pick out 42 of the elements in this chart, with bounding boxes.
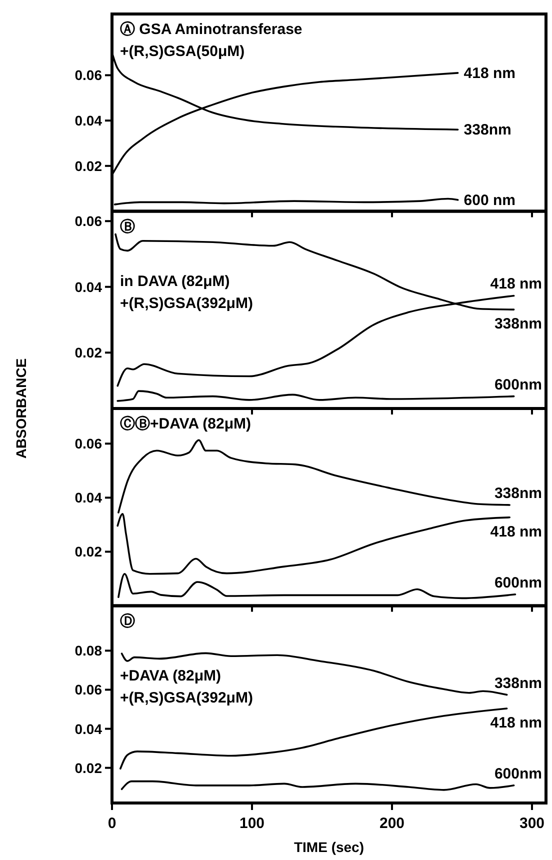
series-label: 418 nm bbox=[490, 523, 542, 540]
series-label: 338nm bbox=[464, 122, 512, 139]
annotation: Ⓓ bbox=[120, 612, 135, 630]
annotation: +DAVA (82μM) bbox=[120, 668, 221, 685]
annotation: +(R,S)GSA(50μM) bbox=[120, 43, 245, 60]
annotation: Ⓑ bbox=[120, 218, 135, 236]
series-label: 338nm bbox=[494, 484, 542, 502]
series-label: 338nm bbox=[494, 316, 542, 333]
x-axis-title: TIME (sec) bbox=[294, 839, 364, 855]
y-tick-label: 0.02 bbox=[74, 344, 102, 361]
annotation: Ⓐ GSA Aminotransferase bbox=[120, 21, 302, 38]
y-tick-label: 0.06 bbox=[74, 213, 102, 230]
x-tick-label: 300 bbox=[519, 815, 545, 832]
series-label: 418 nm bbox=[490, 276, 542, 293]
series-label: 418 nm bbox=[490, 714, 542, 732]
x-tick-label: 0 bbox=[108, 815, 116, 832]
y-tick-label: 0.04 bbox=[74, 112, 102, 129]
line-series bbox=[116, 390, 515, 402]
y-tick-label: 0.04 bbox=[74, 720, 102, 737]
y-axis-title: ABSORBANCE bbox=[13, 358, 29, 459]
y-tick-label: 0.02 bbox=[74, 760, 102, 776]
y-tick-label: 0.06 bbox=[74, 682, 102, 698]
y-tick-label: 0.04 bbox=[74, 490, 102, 506]
y-tick-label: 0.04 bbox=[74, 278, 102, 295]
line-series bbox=[120, 780, 515, 791]
y-tick-label: 0.02 bbox=[74, 158, 102, 174]
series-label: 600nm bbox=[494, 376, 542, 394]
x-tick-label: 100 bbox=[239, 815, 265, 832]
annotation: in DAVA (82μM) bbox=[120, 273, 230, 290]
series-label: 600nm bbox=[494, 765, 542, 782]
series-label: 418 nm bbox=[464, 64, 516, 82]
annotation: ⒸⒷ+DAVA (82μM) bbox=[120, 416, 251, 432]
y-tick-label: 0.06 bbox=[74, 436, 102, 452]
series-label: 600 nm bbox=[464, 192, 516, 209]
x-tick-label: 200 bbox=[379, 815, 405, 832]
y-tick-label: 0.02 bbox=[74, 544, 102, 560]
annotation: +(R,S)GSA(392μM) bbox=[120, 690, 253, 707]
annotation: +(R,S)GSA(392μM) bbox=[120, 295, 253, 312]
series-label: 338nm bbox=[494, 674, 542, 692]
series-label: 600nm bbox=[494, 574, 542, 592]
y-tick-label: 0.06 bbox=[74, 67, 102, 84]
y-tick-label: 0.08 bbox=[74, 642, 102, 659]
